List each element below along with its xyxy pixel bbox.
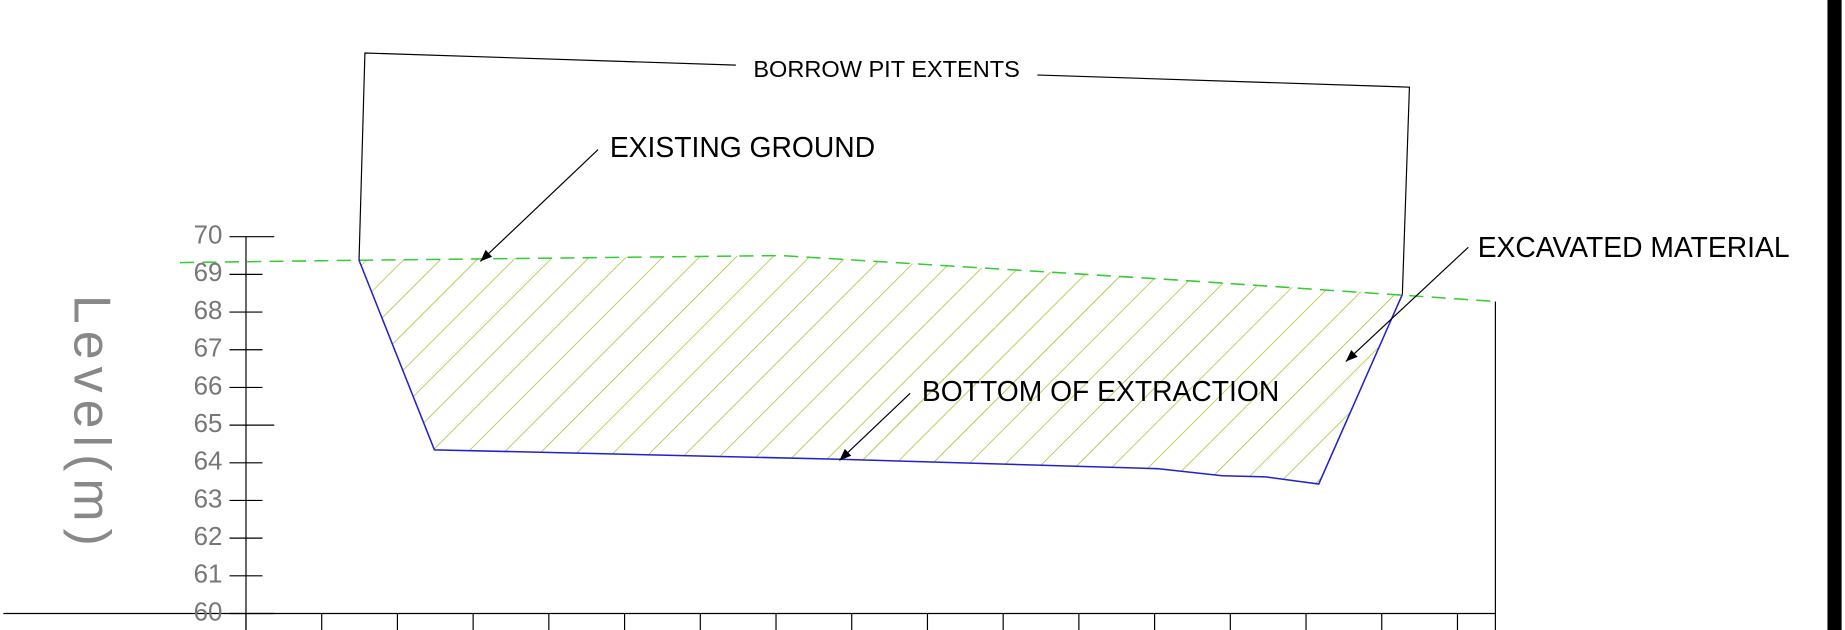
leader	[1345, 246, 1469, 362]
excavated-area	[359, 255, 1403, 484]
title-mask	[735, 56, 1038, 85]
y-tick-label: 65	[194, 410, 223, 438]
y-tick-label: 66	[194, 372, 223, 400]
y-tick-label: 60	[194, 598, 223, 626]
existing-ground	[180, 254, 1496, 303]
y-tick-label: 63	[194, 485, 223, 513]
annotation: EXISTING GROUND	[610, 131, 875, 163]
leader	[839, 392, 911, 461]
y-tick-label: 70	[194, 222, 223, 250]
y-tick-label: 68	[194, 297, 223, 325]
axis-label: Level(m)	[64, 295, 122, 553]
y-tick-label: 64	[194, 448, 223, 476]
edge-bar	[1827, 0, 1842, 630]
y-tick-label: 62	[194, 523, 223, 551]
y-tick-label: 67	[194, 335, 223, 363]
annotation: BOTTOM OF EXTRACTION	[922, 375, 1279, 407]
bottom-of-extraction	[358, 259, 1404, 485]
title: BORROW PIT EXTENTS	[753, 56, 1019, 82]
annotation: EXCAVATED MATERIAL	[1478, 231, 1790, 263]
y-tick-label: 61	[194, 561, 223, 589]
y-tick-label: 69	[194, 259, 223, 287]
leader	[479, 149, 599, 262]
